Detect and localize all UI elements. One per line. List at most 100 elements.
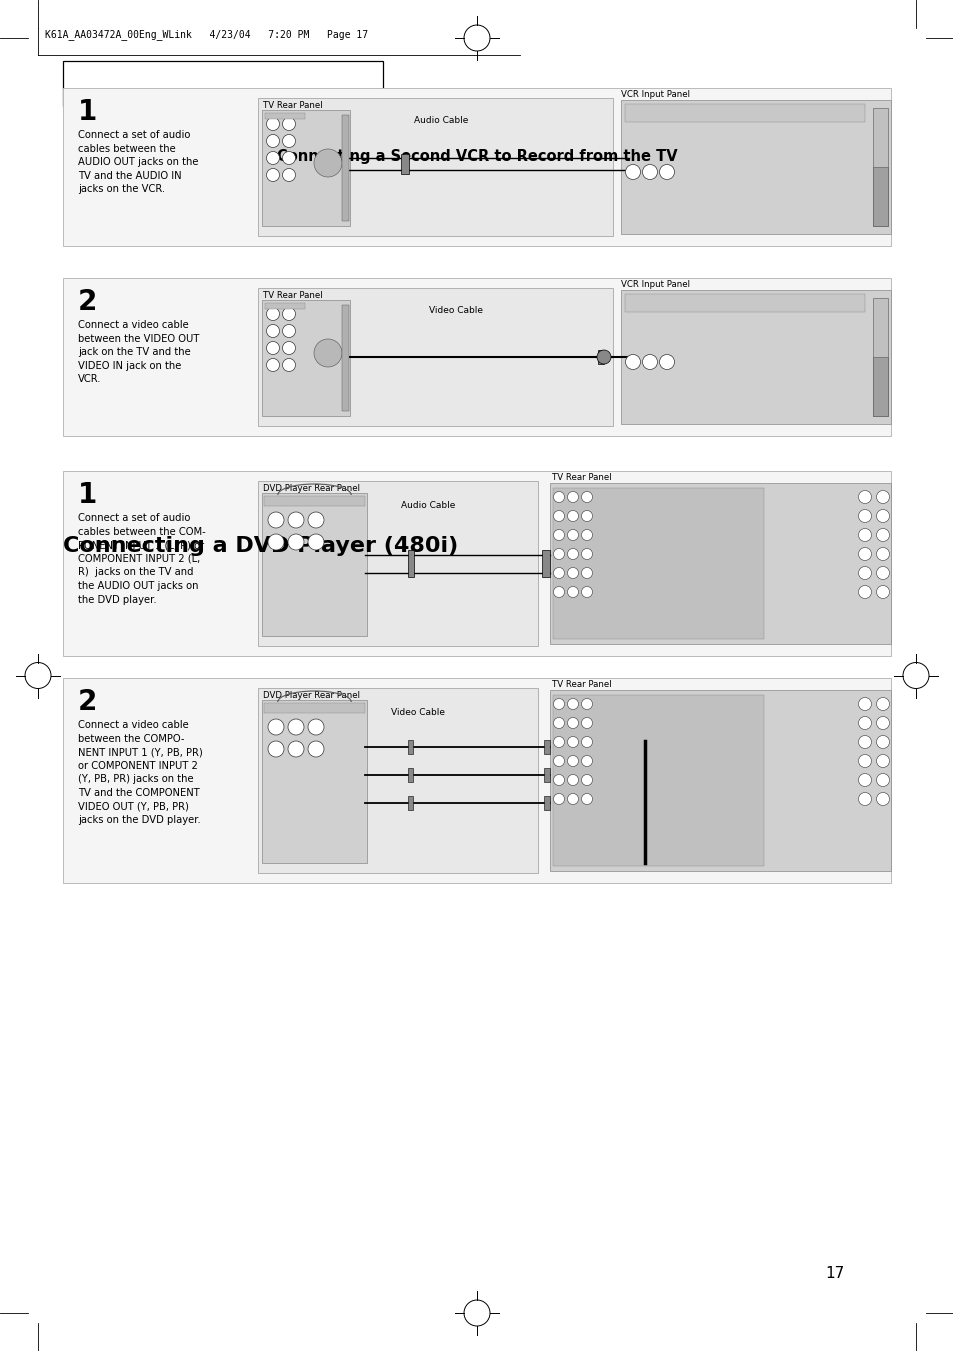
- Text: Connecting a Second VCR to Record from the TV: Connecting a Second VCR to Record from t…: [276, 149, 677, 163]
- Circle shape: [876, 735, 888, 748]
- Circle shape: [876, 585, 888, 598]
- Circle shape: [625, 354, 639, 370]
- Circle shape: [858, 793, 871, 805]
- Circle shape: [659, 354, 674, 370]
- Circle shape: [876, 716, 888, 730]
- Circle shape: [581, 549, 592, 559]
- Bar: [341, 305, 349, 411]
- Text: 1: 1: [78, 99, 97, 126]
- Bar: [550, 690, 890, 871]
- Circle shape: [876, 793, 888, 805]
- Bar: [63, 471, 890, 657]
- Text: Video Cable: Video Cable: [429, 305, 482, 315]
- Bar: [408, 550, 414, 577]
- Bar: [408, 767, 413, 782]
- Circle shape: [567, 774, 578, 785]
- Circle shape: [553, 549, 564, 559]
- Bar: [63, 278, 890, 436]
- Text: Connect a video cable
between the COMPO-
NENT INPUT 1 (Y, PB, PR)
or COMPONENT I: Connect a video cable between the COMPO-…: [78, 720, 203, 825]
- Circle shape: [581, 698, 592, 709]
- Circle shape: [876, 528, 888, 542]
- Text: TV Rear Panel: TV Rear Panel: [263, 101, 322, 109]
- Bar: [872, 168, 887, 226]
- Text: Video Cable: Video Cable: [391, 708, 444, 717]
- Text: DVD Player Rear Panel: DVD Player Rear Panel: [263, 690, 359, 700]
- Circle shape: [567, 530, 578, 540]
- Text: 2: 2: [78, 688, 97, 716]
- Bar: [408, 796, 413, 809]
- Circle shape: [308, 512, 324, 528]
- Circle shape: [581, 736, 592, 747]
- Circle shape: [282, 135, 295, 147]
- Bar: [262, 300, 350, 416]
- Text: VCR Input Panel: VCR Input Panel: [620, 280, 689, 289]
- Circle shape: [553, 793, 564, 804]
- Bar: [872, 357, 887, 416]
- Circle shape: [266, 135, 279, 147]
- Circle shape: [876, 697, 888, 711]
- Circle shape: [659, 165, 674, 180]
- Circle shape: [266, 118, 279, 131]
- Text: VCR Input Panel: VCR Input Panel: [620, 91, 689, 99]
- Circle shape: [266, 324, 279, 338]
- Circle shape: [288, 719, 304, 735]
- Circle shape: [876, 566, 888, 580]
- Circle shape: [553, 586, 564, 597]
- Bar: [543, 796, 550, 809]
- Circle shape: [581, 717, 592, 728]
- Circle shape: [282, 151, 295, 165]
- Circle shape: [553, 755, 564, 766]
- Circle shape: [282, 308, 295, 320]
- Bar: [262, 493, 367, 636]
- Bar: [624, 104, 864, 122]
- Text: TV Rear Panel: TV Rear Panel: [552, 473, 611, 482]
- Circle shape: [858, 716, 871, 730]
- Circle shape: [858, 735, 871, 748]
- Circle shape: [314, 149, 341, 177]
- Bar: [63, 678, 890, 884]
- Circle shape: [567, 793, 578, 804]
- Bar: [262, 700, 367, 863]
- Circle shape: [858, 754, 871, 767]
- Circle shape: [266, 342, 279, 354]
- Circle shape: [858, 509, 871, 523]
- Bar: [408, 740, 413, 754]
- Bar: [63, 61, 382, 105]
- Circle shape: [268, 534, 284, 550]
- Bar: [257, 288, 613, 426]
- Circle shape: [567, 736, 578, 747]
- Bar: [553, 694, 763, 866]
- Circle shape: [581, 530, 592, 540]
- Circle shape: [581, 755, 592, 766]
- Text: Connect a video cable
between the VIDEO OUT
jack on the TV and the
VIDEO IN jack: Connect a video cable between the VIDEO …: [78, 320, 199, 385]
- Circle shape: [876, 490, 888, 504]
- Circle shape: [288, 512, 304, 528]
- Bar: [620, 290, 890, 424]
- Bar: [341, 115, 349, 222]
- Circle shape: [282, 118, 295, 131]
- Bar: [872, 108, 887, 226]
- Circle shape: [268, 719, 284, 735]
- Text: 2: 2: [78, 288, 97, 316]
- Text: Audio Cable: Audio Cable: [400, 501, 455, 509]
- Bar: [550, 484, 890, 644]
- Bar: [257, 481, 537, 646]
- Circle shape: [288, 740, 304, 757]
- Circle shape: [625, 165, 639, 180]
- Circle shape: [567, 717, 578, 728]
- Circle shape: [266, 358, 279, 372]
- Circle shape: [858, 547, 871, 561]
- Bar: [543, 740, 550, 754]
- Circle shape: [581, 793, 592, 804]
- Circle shape: [553, 736, 564, 747]
- Circle shape: [553, 530, 564, 540]
- Text: TV Rear Panel: TV Rear Panel: [263, 290, 322, 300]
- Circle shape: [268, 740, 284, 757]
- Circle shape: [567, 698, 578, 709]
- Bar: [553, 488, 763, 639]
- Circle shape: [581, 567, 592, 578]
- Circle shape: [858, 697, 871, 711]
- Circle shape: [581, 492, 592, 503]
- Circle shape: [268, 512, 284, 528]
- Circle shape: [597, 350, 610, 363]
